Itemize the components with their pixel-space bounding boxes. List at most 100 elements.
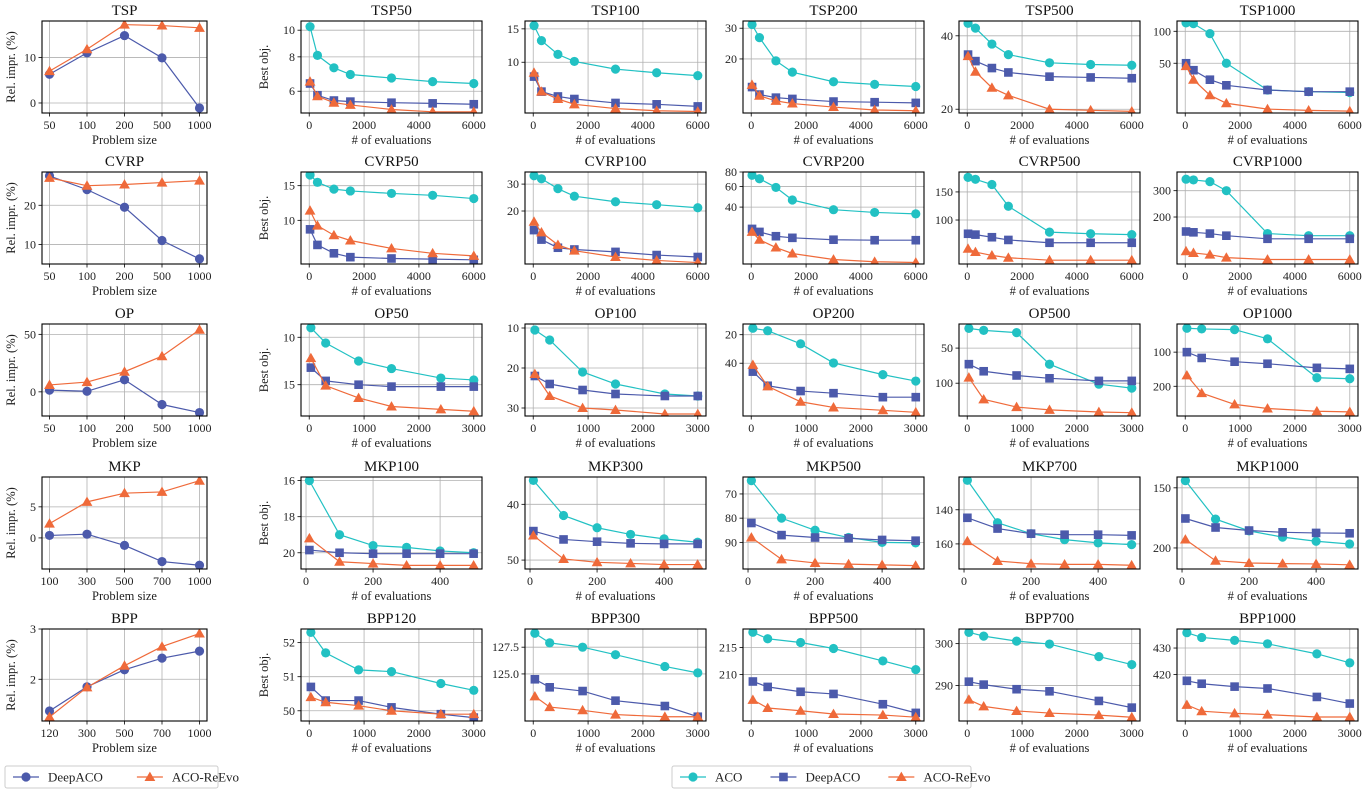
x-tick-label: 2000 [407, 726, 431, 740]
series-aco [305, 22, 479, 89]
y-tick-label: 150 [935, 185, 953, 199]
subplot-title: MKP300 [588, 459, 643, 475]
data-point-aco [345, 186, 355, 196]
data-point-aco-reevo [1303, 254, 1315, 264]
legend-item-deepaco: DeepACO [13, 770, 103, 785]
data-point-deepaco [305, 225, 315, 234]
data-point-aco-reevo [428, 106, 437, 113]
x-tick-label: 1000 [794, 726, 818, 740]
data-point-aco-reevo [1345, 105, 1354, 113]
data-point-deepaco [870, 235, 879, 245]
y-tick-label: 430 [1153, 641, 1171, 655]
data-point-aco-reevo [156, 486, 168, 496]
axes-frame [1176, 20, 1359, 114]
data-point-aco-reevo [1262, 403, 1273, 413]
data-point-deepaco [469, 99, 479, 109]
series-aco [528, 477, 703, 547]
data-point-aco [660, 661, 670, 672]
subplot-tsp50: 0 2000 4000 6000 6 8 10 TSP50 # of evaluations Be… [257, 3, 486, 147]
x-axis-label: # of evaluations [576, 436, 656, 450]
data-point-deepaco [1345, 528, 1354, 538]
data-point-deepaco [1263, 359, 1272, 369]
data-point-deepaco [194, 407, 205, 416]
series-deepaco [747, 518, 920, 545]
series-aco-reevo [44, 477, 205, 528]
data-point-deepaco [771, 231, 781, 241]
data-point-deepaco [529, 225, 539, 235]
axes-frame [524, 323, 707, 417]
data-point-aco-reevo [1196, 705, 1208, 716]
y-tick-label: 10 [283, 23, 295, 37]
x-tick-label: 100 [78, 269, 96, 283]
data-point-aco-reevo [828, 101, 839, 112]
data-point-deepaco [1181, 514, 1190, 523]
data-point-aco-reevo [156, 350, 168, 361]
data-point-aco [306, 324, 316, 333]
data-point-aco [1345, 658, 1355, 668]
data-point-aco [1262, 639, 1273, 649]
data-point-deepaco [1127, 73, 1137, 83]
data-point-aco [1312, 373, 1322, 383]
data-point-aco [329, 63, 339, 73]
data-point-aco [795, 637, 806, 648]
data-point-aco [754, 174, 765, 184]
data-point-aco-reevo [44, 379, 55, 389]
data-point-aco-reevo [963, 694, 975, 704]
data-point-aco-reevo [1229, 398, 1240, 409]
y-tick-label: 18 [283, 510, 295, 524]
y-tick-label: 3 [30, 622, 36, 636]
series-line-deepaco [751, 522, 916, 542]
subplot-cvrp50: 0 2000 4000 6000 10 15 CVRP50 # of evaluations B… [257, 154, 486, 298]
data-point-aco-reevo [81, 180, 93, 190]
series-line-aco-reevo [310, 357, 474, 412]
plot-area [745, 477, 921, 569]
data-point-aco-reevo [1025, 558, 1037, 568]
x-tick-label: 120 [41, 726, 59, 740]
data-point-aco [911, 664, 921, 675]
x-tick-label: 3000 [1338, 421, 1362, 435]
data-point-aco [545, 335, 555, 345]
data-point-deepaco [435, 549, 445, 558]
axes-frame [742, 323, 925, 417]
subplot-title: BPP [111, 611, 138, 627]
data-point-deepaco [964, 677, 974, 686]
data-point-deepaco [1094, 376, 1104, 386]
data-point-aco-reevo [962, 50, 974, 61]
series-line-aco [966, 479, 1132, 546]
x-axis-label: # of evaluations [576, 741, 656, 755]
subplot-mkp100: 0 200 400 16 18 20 MKP100 # of evaluations Best … [257, 459, 483, 603]
axes-frame [300, 476, 483, 570]
data-point-aco [1221, 186, 1231, 196]
x-tick-label: 6000 [462, 269, 486, 283]
data-point-deepaco [777, 530, 786, 540]
subplot-op50: 0 1000 2000 3000 10 15 OP50 # of evaluations Bes… [257, 306, 486, 450]
x-tick-label: 1000 [576, 726, 600, 740]
y-tick-label: 40 [725, 200, 737, 214]
data-point-aco [530, 629, 540, 638]
data-point-deepaco [987, 63, 997, 73]
y-tick-label: 20 [725, 328, 737, 342]
y-tick-label: 15 [283, 179, 295, 193]
data-point-aco [469, 685, 479, 695]
subplot-mkp300: 0 200 400 40 50 MKP300 # of evaluations [507, 459, 707, 603]
data-point-aco [436, 373, 446, 383]
legend-label: DeepACO [805, 770, 860, 785]
data-point-deepaco [693, 539, 702, 549]
series-line-aco-reevo [752, 699, 916, 718]
x-tick-label: 1000 [1228, 421, 1252, 435]
data-point-aco-reevo [1044, 103, 1055, 113]
data-point-aco [1127, 230, 1137, 240]
x-tick-label: 2000 [849, 421, 873, 435]
axes-frame [524, 171, 707, 265]
data-point-deepaco [1012, 371, 1021, 380]
series-line-aco [752, 327, 916, 382]
x-tick-label: 700 [153, 574, 171, 588]
axes-frame [524, 628, 707, 722]
data-point-aco-reevo [528, 67, 540, 77]
data-point-deepaco [368, 549, 378, 558]
x-tick-label: 0 [530, 118, 536, 132]
data-point-aco-reevo [328, 97, 340, 107]
data-point-aco-reevo [353, 392, 364, 402]
data-point-aco-reevo [978, 700, 990, 711]
